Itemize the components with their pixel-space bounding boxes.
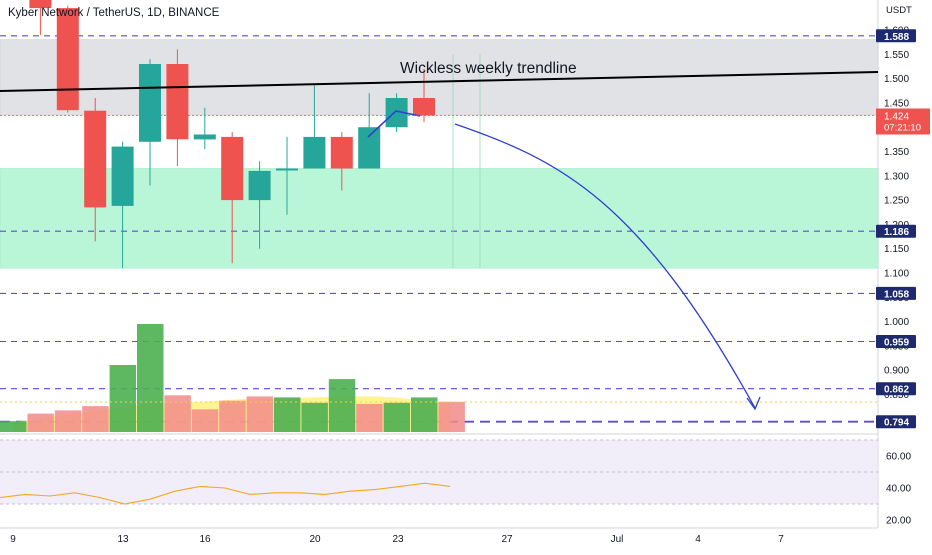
projection-arrowhead xyxy=(746,396,761,411)
current-price-text: 1.424 xyxy=(884,112,909,123)
chart-title: Kyber Network / TetherUS, 1D, BINANCE xyxy=(8,7,220,19)
candle-body[interactable] xyxy=(166,64,189,140)
price-tick-label: 1.350 xyxy=(884,147,909,158)
time-tick-label: Jul xyxy=(611,534,624,545)
candle-body[interactable] xyxy=(139,64,161,142)
candle-body[interactable] xyxy=(84,110,107,208)
volume-bar[interactable] xyxy=(356,403,383,432)
price-tick-label: 1.150 xyxy=(884,244,909,255)
volume-bar[interactable] xyxy=(438,401,465,432)
volume-bar[interactable] xyxy=(383,402,411,432)
time-tick-label: 27 xyxy=(501,534,513,545)
time-tick-label: 13 xyxy=(117,534,129,545)
candle-body[interactable] xyxy=(111,146,134,206)
level-price-badge[interactable]: 1.186 xyxy=(876,224,916,239)
volume-bar[interactable] xyxy=(191,409,219,432)
time-tick-label: 7 xyxy=(778,534,784,545)
rsi-tick-label: 40.00 xyxy=(886,484,911,495)
level-badge-bg xyxy=(876,286,916,300)
price-tick-label: 0.850 xyxy=(884,390,909,401)
trendline-annotation: Wickless weekly trendline xyxy=(400,60,577,77)
time-tick-label: 20 xyxy=(309,534,321,545)
volume-bar[interactable] xyxy=(54,410,82,432)
volume-bar[interactable] xyxy=(301,402,328,432)
price-axis-panel[interactable] xyxy=(878,0,932,530)
time-tick-label: 4 xyxy=(695,534,701,545)
level-badge-bg xyxy=(876,382,916,396)
volume-bar[interactable] xyxy=(164,395,191,432)
volume-bar[interactable] xyxy=(137,324,164,432)
volume-bar[interactable] xyxy=(27,413,54,432)
candle-body[interactable] xyxy=(56,8,79,111)
resistance-zone[interactable] xyxy=(0,39,879,116)
candle-body[interactable] xyxy=(29,0,52,9)
level-price-badge[interactable]: 0.959 xyxy=(876,335,916,349)
candle-body[interactable] xyxy=(221,136,244,201)
level-badge-bg xyxy=(876,335,916,348)
level-badge-text: 1.588 xyxy=(884,32,909,43)
volume-bar[interactable] xyxy=(328,379,356,432)
candle-body[interactable] xyxy=(358,127,381,169)
weekly-trendline[interactable] xyxy=(0,71,879,92)
price-tick-label: 1.300 xyxy=(884,171,909,182)
candle-body[interactable] xyxy=(413,98,435,116)
level-badge-bg xyxy=(876,29,916,43)
currency-label: USDT xyxy=(886,5,912,16)
level-badge-text: 1.058 xyxy=(884,289,909,300)
candle-body[interactable] xyxy=(248,170,271,201)
candle-body[interactable] xyxy=(193,134,216,140)
volume-bar[interactable] xyxy=(411,397,438,432)
breakout-sketch[interactable] xyxy=(367,110,421,138)
level-badge-bg xyxy=(876,224,916,238)
level-badge-bg xyxy=(876,415,916,429)
candle-body[interactable] xyxy=(385,98,408,128)
price-tick-label: 1.100 xyxy=(884,269,909,280)
level-price-badge[interactable]: 0.862 xyxy=(876,382,916,396)
candle-body[interactable] xyxy=(330,136,353,169)
time-tick-label: 23 xyxy=(392,534,404,545)
level-badge-text: 0.959 xyxy=(884,338,909,349)
level-price-badge[interactable]: 1.588 xyxy=(876,29,916,43)
candle-body[interactable] xyxy=(276,168,298,171)
projection-curve[interactable] xyxy=(454,123,756,409)
current-price-bg xyxy=(876,108,930,135)
candle-body[interactable] xyxy=(303,136,326,169)
rsi-tick-label: 20.00 xyxy=(886,516,911,527)
level-price-badge[interactable]: 0.794 xyxy=(876,415,916,429)
countdown-text: 07:21:10 xyxy=(884,123,921,134)
level-badge-text: 0.862 xyxy=(884,385,909,396)
price-tick-label: 1.250 xyxy=(884,196,909,207)
volume-bar[interactable] xyxy=(82,406,109,432)
volume-bar[interactable] xyxy=(274,397,301,432)
level-badge-text: 1.186 xyxy=(884,227,909,238)
price-tick-label: 1.000 xyxy=(884,317,909,328)
price-tick-label: 1.500 xyxy=(884,74,909,85)
rsi-line[interactable] xyxy=(0,482,451,505)
volume-bar[interactable] xyxy=(109,365,137,432)
time-tick-label: 9 xyxy=(10,534,16,545)
level-price-badge[interactable]: 1.058 xyxy=(876,286,916,301)
rsi-tick-label: 60.00 xyxy=(886,452,911,463)
time-tick-label: 16 xyxy=(199,534,211,545)
support-zone[interactable] xyxy=(0,168,879,269)
price-tick-label: 0.900 xyxy=(884,366,909,377)
volume-bar[interactable] xyxy=(219,400,246,432)
price-tick-label: 1.550 xyxy=(884,50,909,61)
price-tick-label: 1.450 xyxy=(884,98,909,109)
level-badge-text: 0.794 xyxy=(884,418,909,429)
volume-bar[interactable] xyxy=(0,421,27,432)
